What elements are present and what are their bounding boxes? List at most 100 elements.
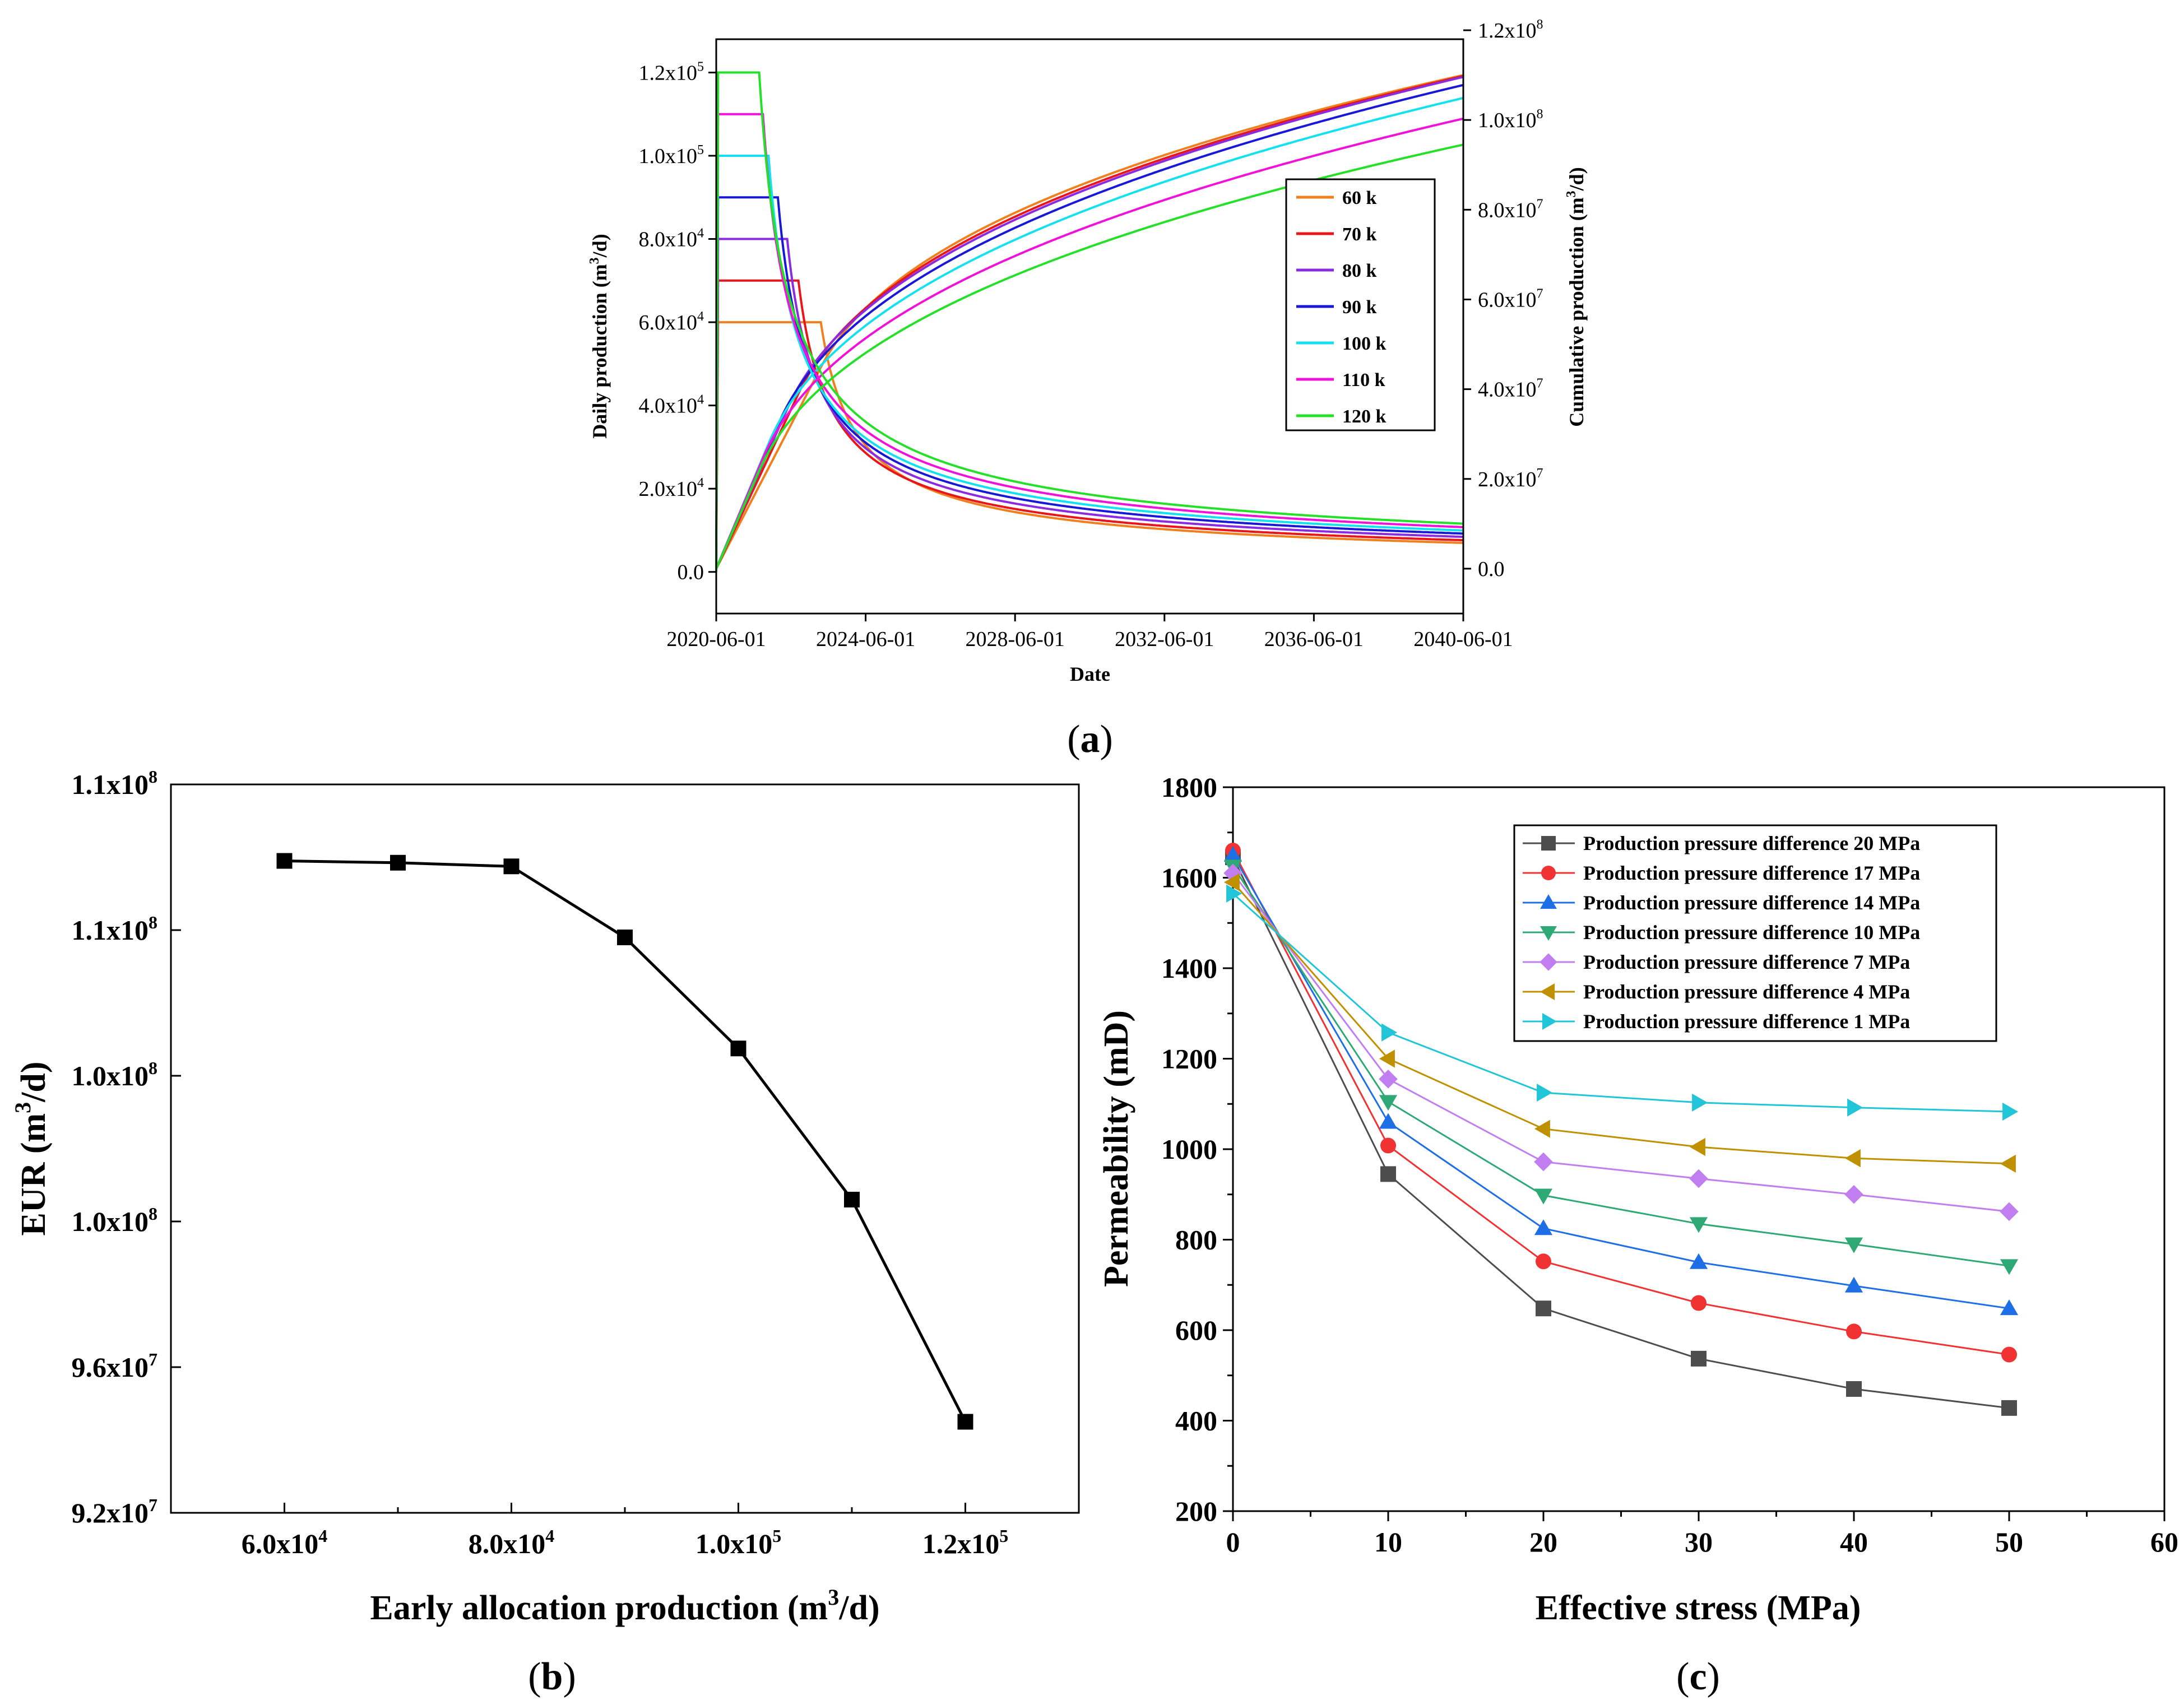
chart-b-data-point (276, 853, 293, 869)
chart-a-daily-line-80k (715, 238, 1464, 572)
chart-a-legend-label: 110 k (1342, 370, 1385, 391)
chart-a-y-right-tick-label: 8.0x107 (1478, 197, 1543, 222)
chart-a-legend-label: 70 k (1342, 224, 1377, 245)
chart-a-y-right-tick-label: 6.0x107 (1478, 286, 1543, 312)
chart-c-data-point (1379, 1049, 1395, 1068)
chart-a-y-right-tick-label: 1.0x108 (1478, 107, 1543, 132)
chart-c-data-point (1844, 1149, 1861, 1168)
chart-c-data-point (2001, 1346, 2017, 1363)
chart-c-line (1232, 866, 2010, 1267)
chart-c-x-tick-label: 30 (1685, 1526, 1713, 1558)
chart-c-data-point (1381, 1023, 1398, 1042)
chart-c-data-point (1380, 1166, 1396, 1182)
chart-c-data-point (1379, 1070, 1398, 1089)
chart-b-data-point (390, 854, 406, 871)
chart-a-y-left-tick-label: 6.0x104 (639, 309, 704, 335)
chart-a-plot-frame (715, 38, 1464, 615)
chart-c-y-tick-label: 1200 (1161, 1043, 1217, 1075)
chart-a-y-left-tick-label: 2.0x104 (639, 476, 704, 501)
chart-c-data-point (1689, 1217, 1708, 1233)
chart-a-y-right-tick-label: 1.2x108 (1478, 17, 1543, 43)
chart-c-data-point (1844, 1184, 1863, 1204)
chart-c-data-point (1846, 1323, 1862, 1340)
chart-a-legend: 60 k 70 k 80 k 90 k 100 k 110 k 120 k (1285, 178, 1436, 431)
chart-c-data-point (1226, 884, 1242, 903)
chart-c-y-tick-label: 400 (1175, 1405, 1217, 1437)
chart-a-y-left-tick-label: 0.0 (678, 561, 704, 584)
chart-c-data-point (1846, 1381, 1862, 1397)
chart-c-y-tick-label: 1400 (1161, 953, 1217, 984)
chart-b-x-tick-label: 1.2x105 (922, 1526, 1009, 1559)
chart-c-line (1232, 857, 2010, 1409)
chart-b-data-point (844, 1192, 860, 1207)
chart-a-legend-label: 80 k (1342, 261, 1377, 281)
chart-a-y-right-tick-label: 4.0x107 (1478, 377, 1543, 402)
chart-c-data-point (1689, 1137, 1705, 1156)
chart-c-data-point (1534, 1152, 1553, 1172)
chart-c-xlabel: Effective stress (MPa) (1536, 1589, 1861, 1627)
chart-c-data-point (1534, 1219, 1553, 1235)
chart-c-data-point (2000, 1202, 2019, 1221)
chart-a-x-tick-label: 2024-06-01 (816, 628, 915, 651)
chart-a-x-tick-label: 2020-06-01 (666, 628, 766, 651)
chart-c-x-tick-label: 0 (1226, 1526, 1240, 1558)
chart-c-data-point (1380, 1137, 1396, 1154)
chart-c-data-point (1844, 1237, 1863, 1253)
chart-c-data-point (2000, 1259, 2019, 1275)
chart-c-x-tick-label: 20 (1529, 1526, 1557, 1558)
chart-a-x-tick-label: 2040-06-01 (1413, 628, 1513, 651)
chart-a-cumulative-line-80k (715, 76, 1464, 569)
panel-label-b: (b) (528, 1655, 576, 1698)
chart-a-daily-line-60k (715, 321, 1464, 572)
chart-c-data-point (1536, 1253, 1551, 1270)
panel-label-a: (a) (1067, 718, 1113, 761)
chart-c-x-tick-label: 10 (1374, 1526, 1402, 1558)
chart-a-legend-label: 90 k (1342, 297, 1377, 318)
chart-c-legend-marker (1540, 926, 1557, 941)
chart-a-x-tick-label: 2028-06-01 (966, 628, 1065, 651)
chart-c-line (1232, 893, 2010, 1113)
chart-a-y-left-tick-label: 8.0x104 (639, 226, 704, 252)
chart-a-legend-box (1285, 178, 1436, 431)
chart-c-y-tick-label: 200 (1175, 1495, 1217, 1527)
chart-c-legend-label: Production pressure difference 20 MPa (1583, 832, 1920, 854)
chart-b-x-tick-label: 6.0x104 (242, 1526, 328, 1559)
chart-c-data-point (1223, 846, 1242, 862)
chart-a-cumulative-line-110k (715, 117, 1464, 569)
chart-b-y-tick-label: 9.2x107 (72, 1495, 158, 1529)
chart-c-data-point (1689, 1253, 1708, 1269)
chart-c-y-tick-label: 600 (1175, 1314, 1217, 1346)
chart-a-daily-line-90k (715, 196, 1464, 572)
chart-b-y-tick-label: 1.1x108 (72, 912, 158, 946)
chart-b-y-tick-label: 1.0x108 (72, 1058, 158, 1091)
chart-b-data-point (503, 858, 520, 875)
chart-c-data-point (1379, 1095, 1398, 1111)
chart-a-daily-line-100k (715, 155, 1464, 572)
chart-c-y-tick-label: 800 (1175, 1224, 1217, 1256)
chart-c-data-point (2000, 1154, 2016, 1173)
chart-a-daily-line-120k (715, 71, 1464, 572)
chart-a-daily-line-110k (715, 113, 1464, 572)
chart-b-y-tick-label: 1.1x108 (72, 766, 158, 800)
chart-c-legend-marker (1541, 836, 1556, 851)
chart-a-legend-label: 120 k (1342, 406, 1387, 427)
chart-c-data-point (1691, 1350, 1707, 1367)
chart-b-y-tick-label: 1.0x108 (72, 1204, 158, 1237)
chart-b-data-point (957, 1414, 973, 1430)
chart-c-legend: Production pressure difference 20 MPa Pro… (1513, 824, 1997, 1042)
chart-c-line (1232, 854, 2010, 1309)
chart-b-ylabel: EUR (m3/d) (10, 1061, 53, 1235)
chart-b-y-tick-label: 9.6x107 (72, 1349, 158, 1383)
chart-b-x-tick-label: 1.0x105 (695, 1526, 782, 1559)
panel-label-c: (c) (1676, 1655, 1720, 1698)
chart-c-line (1232, 872, 2010, 1212)
chart-a-ylabel-right: Cumulative production (m3/d) (1564, 167, 1588, 426)
chart-b-data-point (730, 1040, 746, 1057)
chart-a-y-right-tick-label: 0.0 (1478, 558, 1505, 581)
chart-c-data-point (1692, 1093, 1708, 1112)
chart-c-legend-box (1513, 824, 1997, 1042)
chart-c-legend-label: Production pressure difference 7 MPa (1583, 951, 1910, 973)
chart-c-data-point (1847, 1098, 1863, 1117)
chart-a-xlabel: Date (1070, 663, 1110, 685)
